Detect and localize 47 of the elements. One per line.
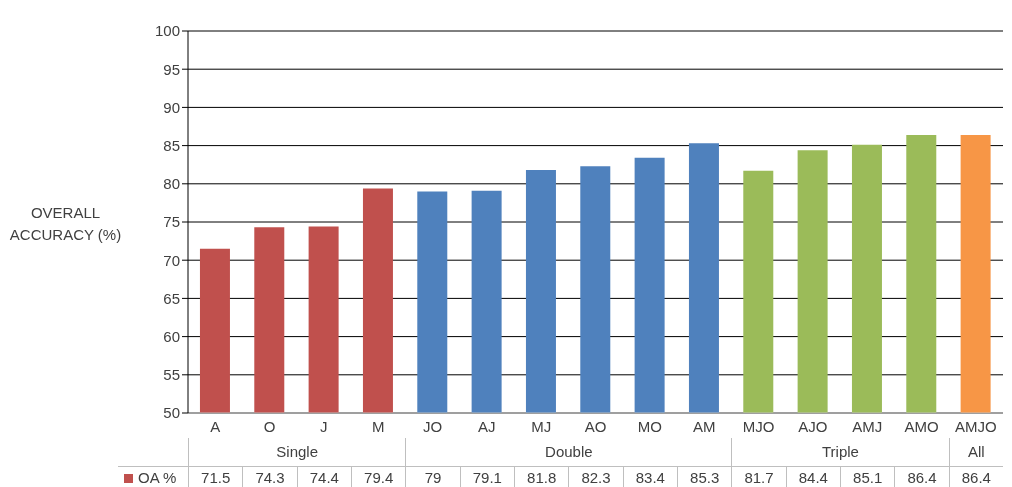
data-label: 86.4	[894, 467, 949, 487]
y-axis-title: OVERALL ACCURACY (%)	[8, 203, 123, 245]
x-tick-label: AO	[584, 417, 607, 435]
y-tick-label: 70	[163, 251, 180, 269]
text: Single	[188, 438, 406, 466]
x-tick-label: MO	[637, 417, 662, 435]
data-label: 74.3	[242, 467, 297, 487]
data-label: 79	[405, 467, 460, 487]
x-tick-label: MJ	[531, 417, 552, 435]
text: Triple	[731, 438, 949, 466]
x-tick-label: O	[263, 417, 276, 435]
y-tick-label: 100	[154, 22, 180, 40]
x-tick-label: AMJO	[955, 417, 997, 435]
x-tick-label: AM	[692, 417, 716, 435]
legend-label: OA %	[138, 468, 177, 487]
y-tick-label: 90	[163, 98, 180, 116]
data-label: 71.5	[188, 467, 243, 487]
data-label: 82.3	[568, 467, 623, 487]
x-tick-label: JO	[422, 417, 443, 435]
data-label: 83.4	[622, 467, 677, 487]
data-label: 79.4	[351, 467, 406, 487]
y-tick-label: 95	[163, 60, 180, 78]
x-tick-label: A	[210, 417, 221, 435]
y-tick-label: 75	[163, 213, 180, 231]
x-tick-label: M	[371, 417, 385, 435]
x-tick-label: AMJ	[852, 417, 883, 435]
data-label: 74.4	[296, 467, 351, 487]
x-tick-label: MJO	[742, 417, 775, 435]
x-tick-label: AMO	[904, 417, 939, 435]
data-label: 79.1	[459, 467, 514, 487]
text: All	[948, 438, 1003, 466]
y-tick-label: 85	[163, 136, 180, 154]
x-tick-label: AJO	[798, 417, 828, 435]
x-tick-label: AJ	[478, 417, 496, 435]
data-label: 81.7	[731, 467, 786, 487]
data-label: 81.8	[514, 467, 569, 487]
data-label: 85.1	[840, 467, 895, 487]
text: Double	[405, 438, 732, 466]
x-tick-label: J	[320, 417, 328, 435]
y-tick-label: 55	[163, 366, 180, 384]
y-tick-label: 50	[163, 404, 180, 422]
y-tick-label: 65	[163, 289, 180, 307]
data-label: 84.4	[785, 467, 840, 487]
y-tick-label: 60	[163, 327, 180, 345]
data-label: 85.3	[677, 467, 732, 487]
y-tick-label: 80	[163, 175, 180, 193]
data-label: 86.4	[948, 467, 1003, 487]
